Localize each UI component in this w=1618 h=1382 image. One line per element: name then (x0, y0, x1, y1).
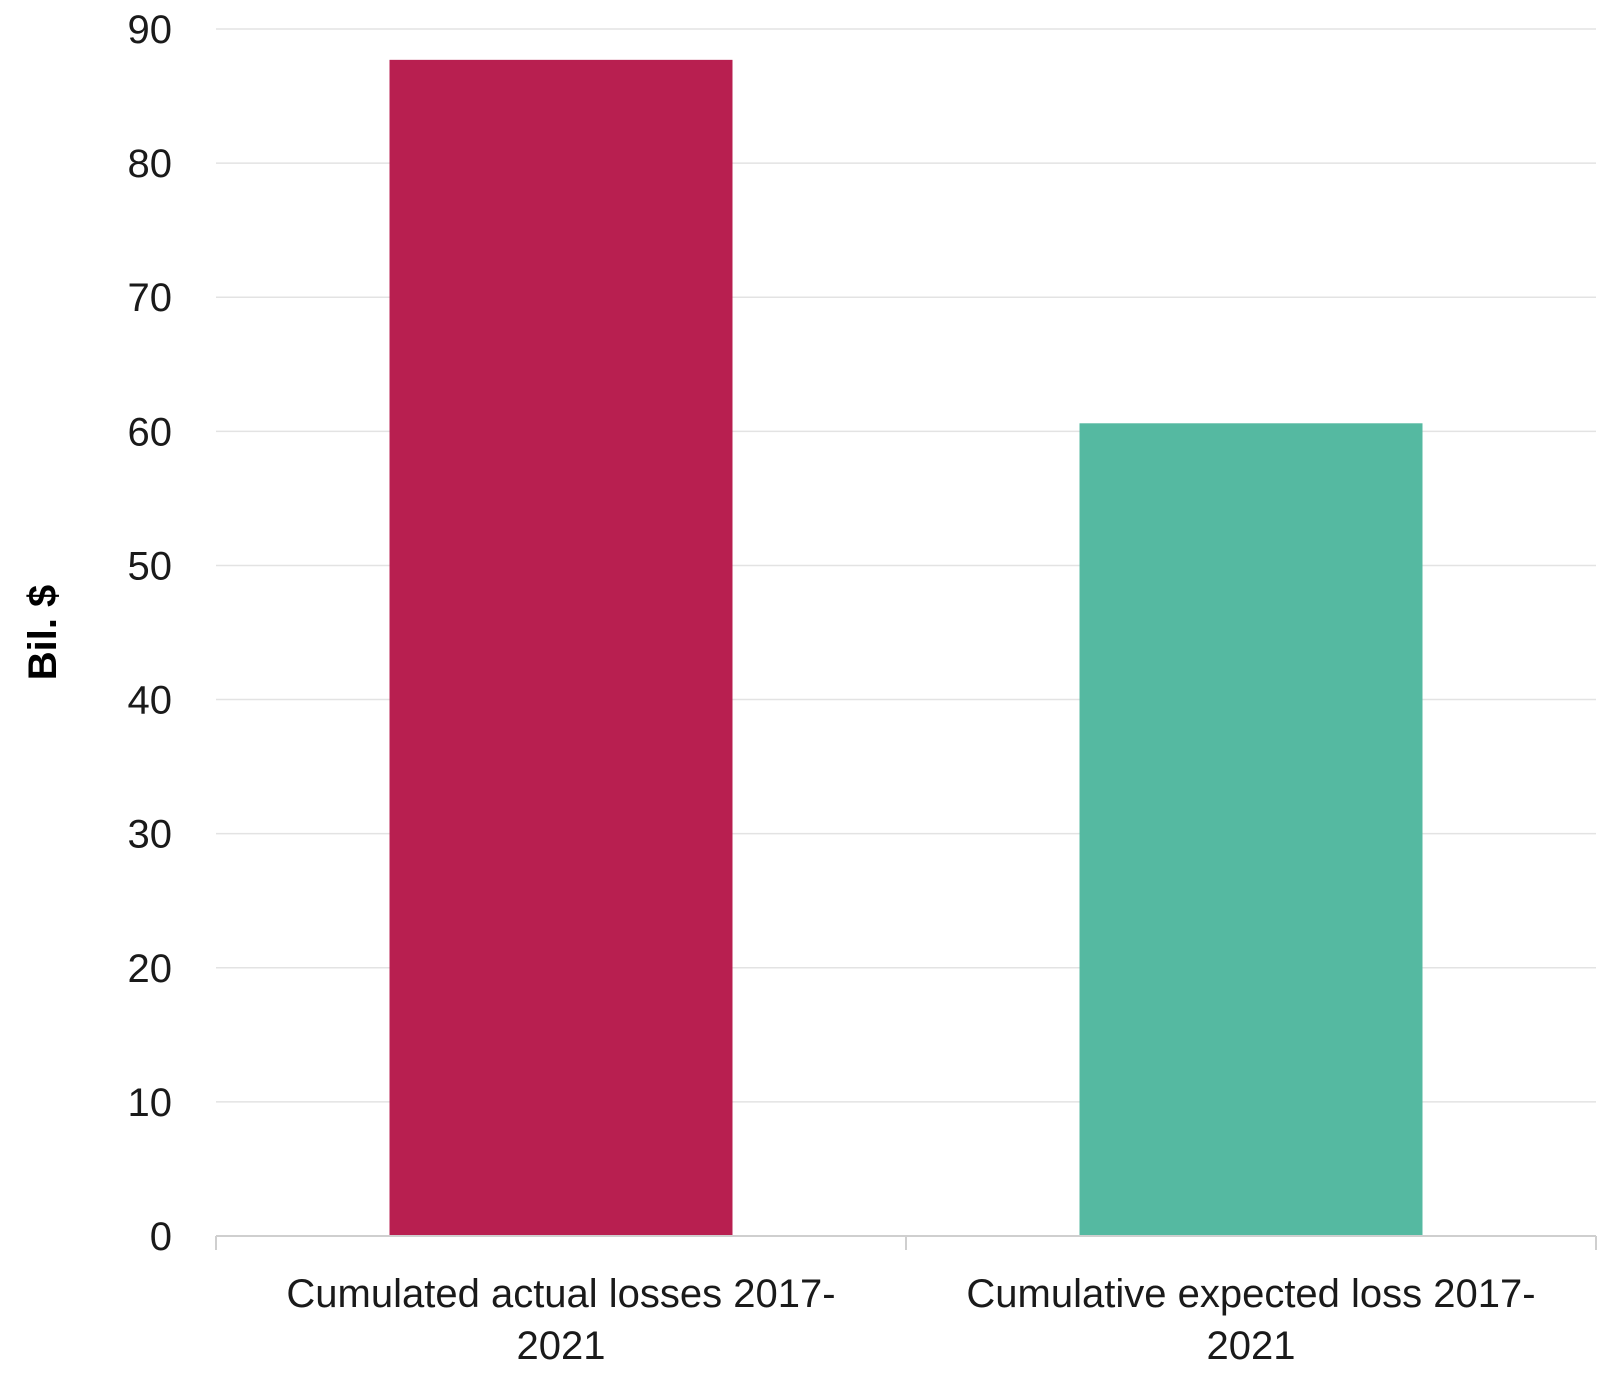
x-axis-category-labels: Cumulated actual losses 2017-2021 Cumulat… (286, 1272, 1535, 1368)
y-tick-label: 10 (128, 1081, 173, 1125)
y-axis-title: Bil. $ (21, 585, 65, 681)
y-axis-tick-labels: 0 10 20 30 40 50 60 70 80 90 (128, 8, 173, 1259)
x-axis (215, 1235, 1597, 1250)
bar (1079, 423, 1423, 1237)
y-tick-label: 70 (128, 276, 173, 320)
y-tick-label: 60 (128, 410, 173, 454)
bar (389, 59, 733, 1236)
y-tick-label: 0 (150, 1215, 172, 1259)
y-tick-label: 90 (128, 8, 173, 52)
y-tick-label: 20 (128, 947, 173, 991)
x-category-label: Cumulative expected loss 2017-2021 (966, 1272, 1535, 1368)
bars (389, 59, 1423, 1237)
y-tick-label: 80 (128, 142, 173, 186)
y-tick-label: 40 (128, 679, 173, 723)
y-tick-label: 50 (128, 544, 173, 588)
y-tick-label: 30 (128, 813, 173, 857)
x-category-label: Cumulated actual losses 2017-2021 (286, 1272, 835, 1368)
